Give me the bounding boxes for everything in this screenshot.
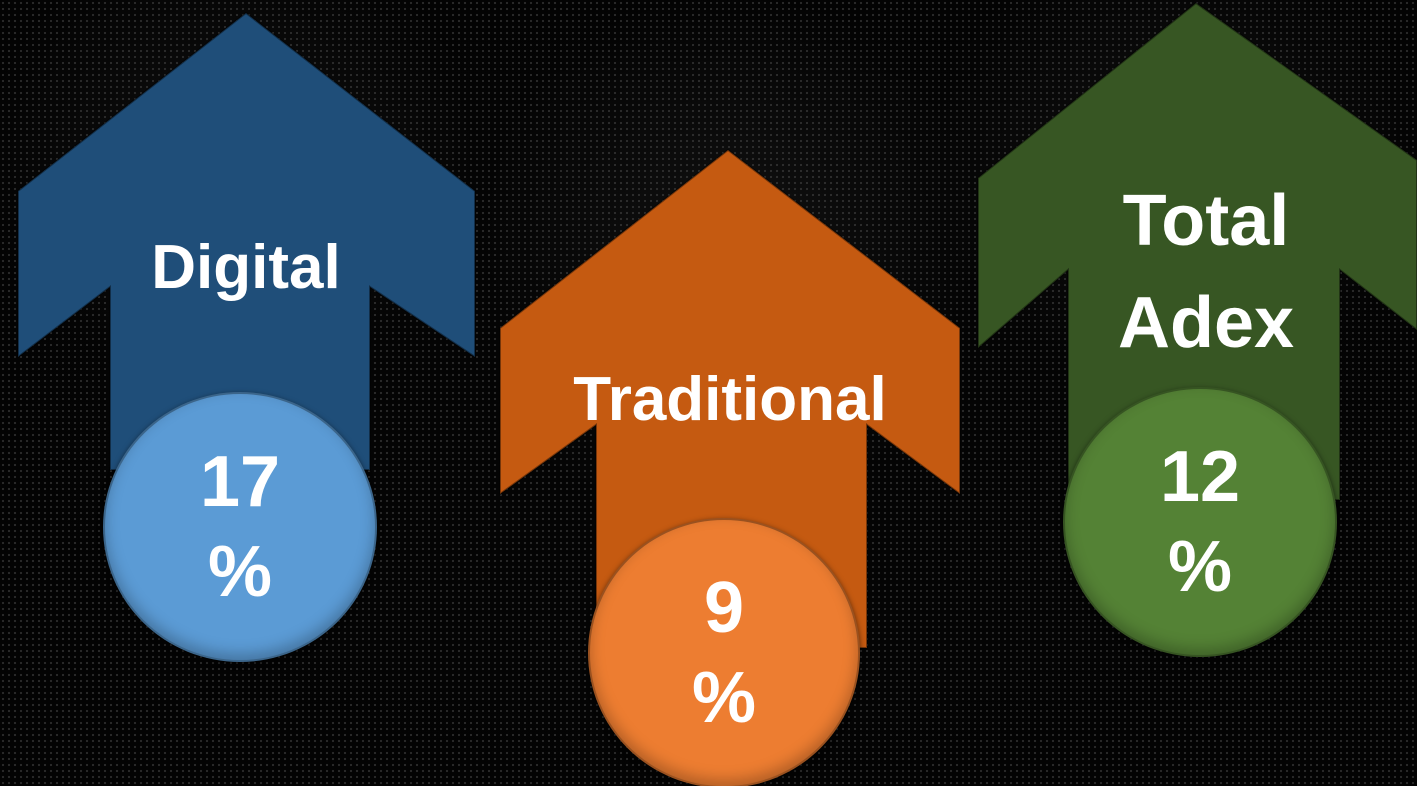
traditional-percentage-value: 9 % [691, 568, 757, 738]
digital-label: Digital [151, 233, 341, 302]
total-adex-percentage-circle: 12 % [1063, 387, 1337, 657]
digital-percentage-value: 17 % [199, 442, 281, 612]
digital-percentage-circle: 17 % [103, 392, 377, 662]
traditional-percentage-circle: 9 % [588, 518, 860, 786]
total-adex-percentage-value: 12 % [1159, 437, 1241, 607]
traditional-label: Traditional [573, 365, 887, 434]
total-adex-label: Total Adex [1117, 181, 1295, 364]
